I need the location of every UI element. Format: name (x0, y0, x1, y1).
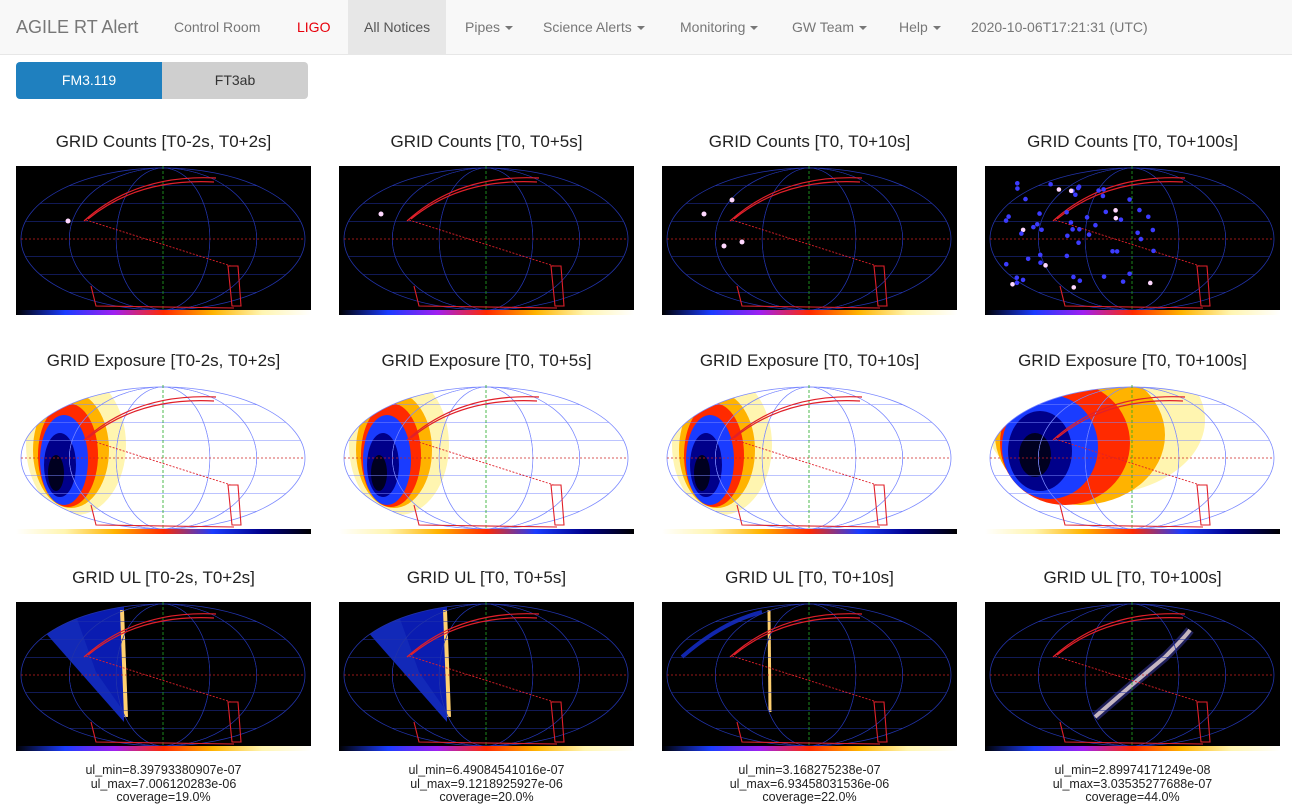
coverage-value: coverage=44.0% (1085, 790, 1180, 804)
ul-stats: ul_min=6.49084541016e-07 ul_max=9.1218925… (339, 763, 634, 805)
tab-fm3-119[interactable]: FM3.119 (16, 62, 162, 99)
counts-plot-cell: GRID Counts [T0, T0+100s] (985, 130, 1280, 318)
ul-sky-map-image[interactable] (339, 602, 634, 754)
nav-science-alerts-label: Science Alerts (543, 19, 632, 35)
plot-title: GRID Exposure [T0, T0+100s] (1018, 351, 1247, 370)
exposure-plot-cell: GRID Exposure [T0, T0+10s] (662, 349, 957, 537)
caret-down-icon (932, 26, 941, 31)
plot-title: GRID Counts [T0, T0+100s] (1027, 132, 1238, 151)
exposure-sky-map-image[interactable] (662, 385, 957, 537)
plot-title: GRID Exposure [T0, T0+5s] (381, 351, 592, 370)
ul-max-value: ul_max=6.93458031536e-06 (729, 776, 890, 791)
coverage-value: coverage=19.0% (116, 790, 211, 804)
exposure-plot-cell: GRID Exposure [T0, T0+100s] (985, 349, 1280, 537)
counts-sky-map-image[interactable] (985, 166, 1280, 318)
counts-sky-map-image[interactable] (339, 166, 634, 318)
utc-timestamp: 2020-10-06T17:21:31 (UTC) (971, 19, 1148, 35)
ul-plot-cell: GRID UL [T0, T0+100s] ul_min=2.8997417124… (985, 566, 1280, 805)
counts-plot-cell: GRID Counts [T0, T0+5s] (339, 130, 634, 318)
tab-ft3ab[interactable]: FT3ab (162, 62, 308, 99)
nav-monitoring-label: Monitoring (680, 19, 746, 35)
nav-ligo[interactable]: LIGO (297, 19, 331, 35)
ul-max-value: ul_max=9.1218925927e-06 (410, 776, 563, 791)
ul-plot-cell: GRID UL [T0, T0+10s] ul_min=3.168275238e-… (662, 566, 957, 805)
counts-plot-cell: GRID Counts [T0-2s, T0+2s] (16, 130, 311, 318)
coverage-value: coverage=20.0% (439, 790, 534, 804)
plot-title: GRID Counts [T0, T0+10s] (708, 132, 911, 151)
plot-title: GRID UL [T0-2s, T0+2s] (72, 568, 255, 587)
exposure-sky-map-image[interactable] (339, 385, 634, 537)
exposure-sky-map-image[interactable] (16, 385, 311, 537)
ul-sky-map-image[interactable] (662, 602, 957, 754)
plot-title: GRID Exposure [T0-2s, T0+2s] (46, 351, 281, 370)
nav-gw-team-label: GW Team (792, 19, 854, 35)
nav-help-label: Help (899, 19, 928, 35)
nav-monitoring-dropdown[interactable]: Monitoring (680, 0, 759, 54)
nav-pipes-dropdown[interactable]: Pipes (465, 0, 514, 54)
ul-stats: ul_min=3.168275238e-07 ul_max=6.934580315… (662, 763, 957, 805)
ul-max-value: ul_max=3.03535277688e-07 (1052, 776, 1213, 791)
nav-all-notices[interactable]: All Notices (348, 0, 447, 54)
caret-down-icon (505, 26, 514, 31)
ul-max-value: ul_max=7.006120283e-06 (90, 776, 237, 791)
ul-min-value: ul_min=3.168275238e-07 (738, 763, 881, 777)
exposure-sky-map-image[interactable] (985, 385, 1280, 537)
ul-min-value: ul_min=8.39793380907e-07 (85, 763, 242, 777)
counts-sky-map-image[interactable] (16, 166, 311, 318)
ul-stats: ul_min=2.89974171249e-08 ul_max=3.0353527… (985, 763, 1280, 805)
nav-gw-team-dropdown[interactable]: GW Team (792, 0, 867, 54)
ul-plot-cell: GRID UL [T0, T0+5s] ul_min=6.49084541016e… (339, 566, 634, 805)
counts-sky-map-image[interactable] (662, 166, 957, 318)
plot-title: GRID Counts [T0, T0+5s] (390, 132, 583, 151)
counts-plot-cell: GRID Counts [T0, T0+10s] (662, 130, 957, 318)
plot-title: GRID UL [T0, T0+100s] (1043, 568, 1222, 587)
brand-link[interactable]: AGILE RT Alert (16, 17, 139, 37)
plot-title: GRID Exposure [T0, T0+10s] (699, 351, 920, 370)
ul-plot-cell: GRID UL [T0-2s, T0+2s] ul_min=8.397933809… (16, 566, 311, 805)
ul-min-value: ul_min=2.89974171249e-08 (1054, 763, 1211, 777)
instrument-tabs: FM3.119 FT3ab (16, 62, 308, 99)
plot-title: GRID Counts [T0-2s, T0+2s] (55, 132, 272, 151)
ul-stats: ul_min=8.39793380907e-07 ul_max=7.0061202… (16, 763, 311, 805)
ul-sky-map-image[interactable] (16, 602, 311, 754)
nav-help-dropdown[interactable]: Help (899, 0, 941, 54)
nav-science-alerts-dropdown[interactable]: Science Alerts (543, 0, 645, 54)
exposure-plot-cell: GRID Exposure [T0-2s, T0+2s] (16, 349, 311, 537)
ul-min-value: ul_min=6.49084541016e-07 (408, 763, 565, 777)
caret-down-icon (858, 26, 867, 31)
nav-control-room[interactable]: Control Room (174, 19, 261, 35)
ul-sky-map-image[interactable] (985, 602, 1280, 754)
nav-pipes-label: Pipes (465, 19, 501, 35)
plot-title: GRID UL [T0, T0+5s] (406, 568, 567, 587)
caret-down-icon (750, 26, 759, 31)
top-navbar: AGILE RT Alert Control Room LIGO All Not… (0, 0, 1292, 55)
exposure-plot-cell: GRID Exposure [T0, T0+5s] (339, 349, 634, 537)
coverage-value: coverage=22.0% (762, 790, 857, 804)
caret-down-icon (636, 26, 645, 31)
plot-title: GRID UL [T0, T0+10s] (725, 568, 894, 587)
